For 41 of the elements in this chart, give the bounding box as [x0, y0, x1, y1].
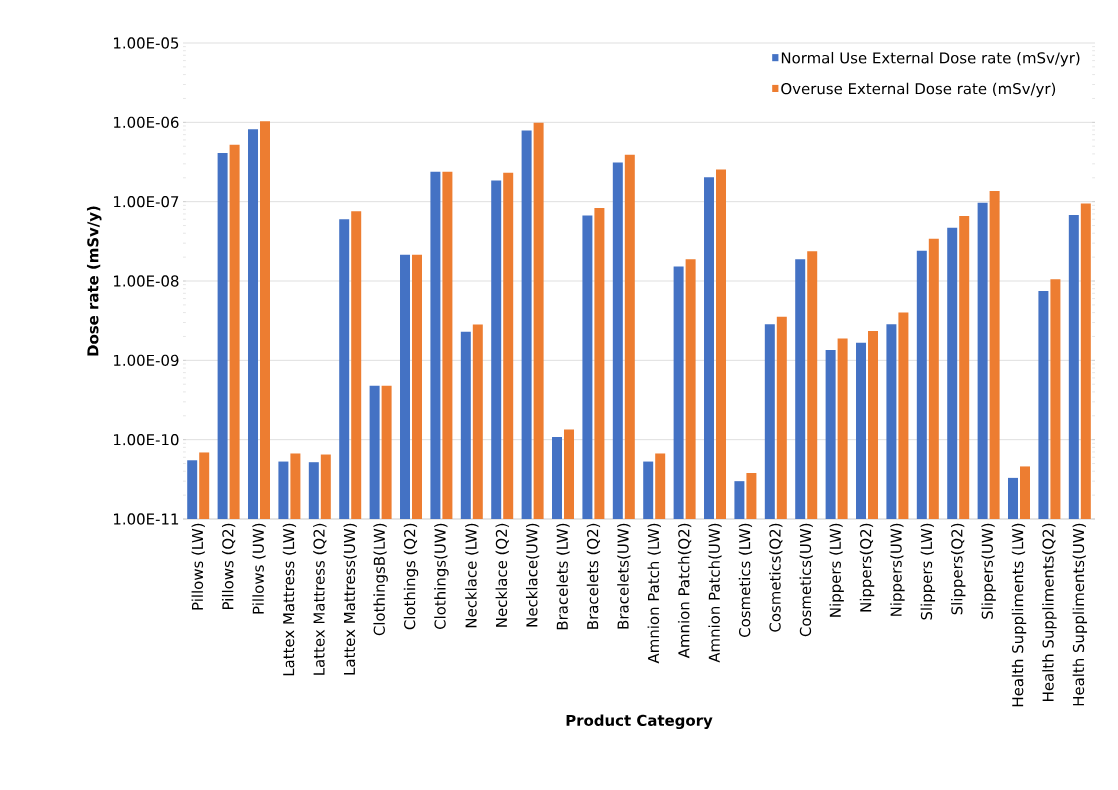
y-tick-label: 1.00E-05 [114, 37, 179, 49]
legend-label: Overuse External Dose rate (mSv/yr) [781, 82, 1056, 98]
x-axis-title: Product Category [566, 714, 713, 730]
x-tick-label: Health Suppliments(Q2) [1042, 523, 1057, 701]
x-tick-label: Clothings(UW) [434, 523, 449, 630]
x-tick-label: Nippers(Q2) [859, 523, 875, 612]
x-tick-label: Necklace(UW) [525, 523, 540, 627]
x-tick-label: Cosmetics(Q2) [769, 523, 783, 632]
x-tick-label: Amnion Patch(UW) [708, 523, 722, 663]
legend-label: Normal Use External Dose rate (mSv/yr) [781, 51, 1080, 67]
x-tick-label: Clothings (Q2) [403, 523, 419, 630]
x-tick-label: Lattex Mattress (Q2) [313, 523, 327, 675]
y-tick-label: 1.00E-09 [114, 354, 179, 366]
x-tick-label: Cosmetics(UW) [799, 523, 813, 637]
x-tick-label: Slippers(Q2) [950, 523, 966, 615]
x-tick-label: Pillows (LW) [191, 523, 205, 610]
x-tick-label: Bracelets (Q2) [586, 523, 601, 629]
y-tick-label: 1.00E-11 [114, 513, 179, 525]
x-tick-label: Pillows (Q2) [221, 523, 236, 610]
y-tick-label: 1.00E-08 [114, 275, 179, 287]
x-tick-label: Nippers (LW) [829, 523, 844, 617]
x-tick-label: Bracelets (LW) [556, 523, 570, 630]
x-tick-label: ClothingsB(LW) [373, 523, 388, 636]
x-tick-label: Slippers (LW) [920, 523, 936, 620]
x-tick-label: Lattex Mattress (LW) [282, 523, 297, 676]
x-tick-label: Cosmetics (LW) [738, 523, 753, 637]
x-tick-label: Health Suppliments (LW) [1011, 523, 1027, 707]
x-tick-label: Bracelets(UW) [617, 523, 631, 629]
x-tick-label: Slippers(UW) [981, 523, 996, 619]
x-tick-label: Health Suppliments(UW) [1072, 523, 1088, 706]
x-tick-label: Pillows (UW) [252, 523, 266, 614]
x-tick-label: Lattex Mattress(UW) [343, 523, 357, 675]
y-tick-label: 1.00E-07 [114, 196, 179, 208]
x-tick-label: Amnion Patch(Q2) [677, 523, 692, 659]
y-tick-label: 1.00E-10 [114, 434, 179, 446]
x-tick-label: Necklace (LW) [465, 523, 479, 628]
x-tick-label: Amnion Patch (LW) [647, 523, 661, 664]
x-tick-label: Necklace (Q2) [495, 523, 509, 627]
x-tick-label: Nippers(UW) [890, 523, 905, 616]
y-axis-title: Dose rate (mSv/y) [86, 206, 102, 356]
y-tick-label: 1.00E-06 [114, 116, 179, 128]
